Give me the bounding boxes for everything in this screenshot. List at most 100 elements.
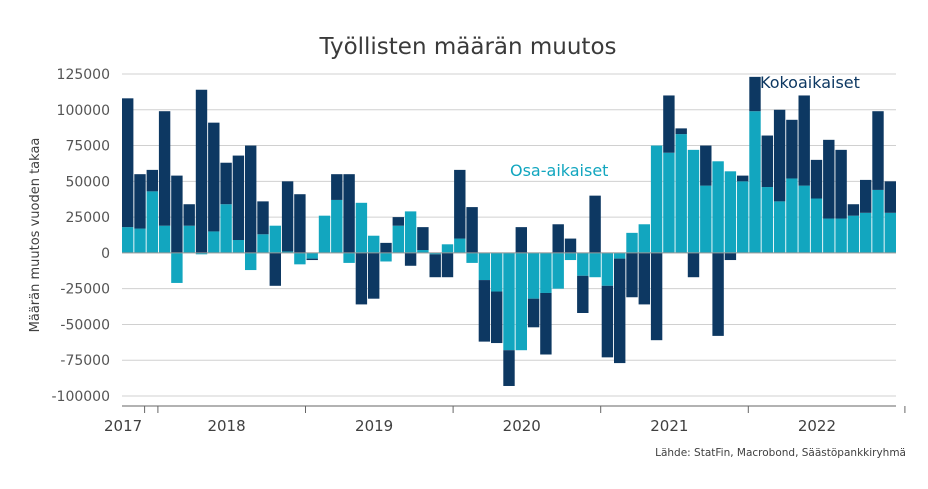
bar-osa-aikaiset <box>404 211 417 253</box>
bars <box>122 76 896 386</box>
bar-kokoaikaiset <box>429 254 441 278</box>
bar-kokoaikaiset <box>724 252 737 261</box>
bar-osa-aikaiset <box>601 252 614 286</box>
bar-kokoaikaiset <box>773 109 786 202</box>
bar-kokoaikaiset <box>122 98 134 228</box>
bar-kokoaikaiset <box>478 280 491 342</box>
bar-kokoaikaiset <box>331 174 343 200</box>
bar-osa-aikaiset <box>380 252 392 262</box>
y-tick-labels: 125000 100000 75000 50000 25000 0 -25000 -50000… <box>52 67 111 405</box>
bar-osa-aikaiset <box>835 218 847 253</box>
y-tick-label: -100000 <box>52 389 111 405</box>
x-year-label: 2017 <box>104 417 142 435</box>
bar-kokoaikaiset <box>835 149 847 219</box>
bar-osa-aikaiset <box>466 252 478 263</box>
bar-kokoaikaiset <box>306 258 318 261</box>
bar-osa-aikaiset <box>663 152 675 253</box>
bar-osa-aikaiset <box>417 250 429 253</box>
bar-kokoaikaiset <box>343 174 355 253</box>
y-axis-label: Määrän muutos vuoden takaa <box>28 138 43 333</box>
bar-osa-aikaiset <box>552 252 564 289</box>
bar-osa-aikaiset <box>626 232 638 253</box>
bar-kokoaikaiset <box>552 224 564 253</box>
y-tick-label: -75000 <box>60 353 110 369</box>
bar-osa-aikaiset <box>331 199 343 253</box>
bar-kokoaikaiset <box>798 95 810 186</box>
osa-aikaiset-label: Osa-aikaiset <box>510 161 608 180</box>
bar-osa-aikaiset <box>392 225 404 253</box>
bar-kokoaikaiset <box>294 194 306 253</box>
x-year-label: 2020 <box>503 417 541 435</box>
bar-kokoaikaiset <box>884 181 896 213</box>
bar-kokoaikaiset <box>650 252 663 341</box>
bar-osa-aikaiset <box>614 252 626 259</box>
bar-kokoaikaiset <box>614 258 626 364</box>
bar-osa-aikaiset <box>860 212 872 253</box>
x-year-label: 2018 <box>207 417 245 435</box>
bar-kokoaikaiset <box>355 252 368 305</box>
bar-osa-aikaiset <box>724 171 737 253</box>
bar-kokoaikaiset <box>454 169 466 239</box>
y-tick-label: 25000 <box>65 210 110 226</box>
bar-kokoaikaiset <box>183 204 195 226</box>
y-tick-label: 0 <box>101 246 110 262</box>
kokoaikaiset-label: Kokoaikaiset <box>760 73 860 92</box>
bar-osa-aikaiset <box>823 218 835 253</box>
bar-osa-aikaiset <box>220 204 232 253</box>
bar-kokoaikaiset <box>675 128 687 135</box>
bar-osa-aikaiset <box>564 252 577 261</box>
bar-kokoaikaiset <box>786 119 798 179</box>
bar-osa-aikaiset <box>675 134 687 253</box>
bar-kokoaikaiset <box>134 174 146 229</box>
bar-osa-aikaiset <box>798 185 810 253</box>
bar-osa-aikaiset <box>454 238 466 253</box>
bar-osa-aikaiset <box>638 224 650 253</box>
bar-osa-aikaiset <box>712 161 724 253</box>
bar-kokoaikaiset <box>269 252 281 286</box>
bar-kokoaikaiset <box>737 175 749 182</box>
bar-kokoaikaiset <box>712 252 724 336</box>
bar-osa-aikaiset <box>847 215 860 253</box>
bar-osa-aikaiset <box>441 244 454 253</box>
bar-osa-aikaiset <box>318 215 331 253</box>
bar-osa-aikaiset <box>503 252 515 351</box>
bar-kokoaikaiset <box>503 350 515 386</box>
bar-kokoaikaiset <box>380 242 392 253</box>
x-year-label: 2019 <box>355 417 393 435</box>
bar-kokoaikaiset <box>491 291 503 344</box>
bar-osa-aikaiset <box>810 198 823 253</box>
bar-osa-aikaiset <box>146 191 158 253</box>
bar-kokoaikaiset <box>601 285 614 358</box>
x-axis: 2017 2018 2019 2020 2021 2022 <box>104 252 906 435</box>
bar-osa-aikaiset <box>245 252 257 271</box>
bar-kokoaikaiset <box>540 292 552 355</box>
bar-osa-aikaiset <box>700 185 712 253</box>
bar-kokoaikaiset <box>589 195 601 253</box>
y-tick-label: -25000 <box>60 282 110 298</box>
bar-kokoaikaiset <box>515 227 527 253</box>
bar-osa-aikaiset <box>257 234 269 253</box>
bar-kokoaikaiset <box>466 207 478 253</box>
bar-osa-aikaiset <box>761 187 773 253</box>
y-tick-label: 50000 <box>65 174 110 190</box>
bar-osa-aikaiset <box>540 252 552 293</box>
bar-kokoaikaiset <box>663 95 675 153</box>
bar-kokoaikaiset <box>749 76 761 112</box>
bar-kokoaikaiset <box>761 135 773 188</box>
bar-kokoaikaiset <box>638 252 650 305</box>
bar-kokoaikaiset <box>700 145 712 186</box>
bar-osa-aikaiset <box>786 178 798 253</box>
bar-osa-aikaiset <box>306 252 318 259</box>
bar-osa-aikaiset <box>122 227 134 253</box>
bar-kokoaikaiset <box>441 252 454 278</box>
bar-osa-aikaiset <box>269 225 281 253</box>
bar-osa-aikaiset <box>650 145 663 253</box>
bar-osa-aikaiset <box>134 228 146 253</box>
bar-kokoaikaiset <box>823 139 835 219</box>
bar-osa-aikaiset <box>368 235 380 253</box>
y-tick-label: 75000 <box>65 139 110 155</box>
bar-osa-aikaiset <box>737 181 749 253</box>
bar-osa-aikaiset <box>478 252 491 281</box>
bar-osa-aikaiset <box>773 201 786 253</box>
